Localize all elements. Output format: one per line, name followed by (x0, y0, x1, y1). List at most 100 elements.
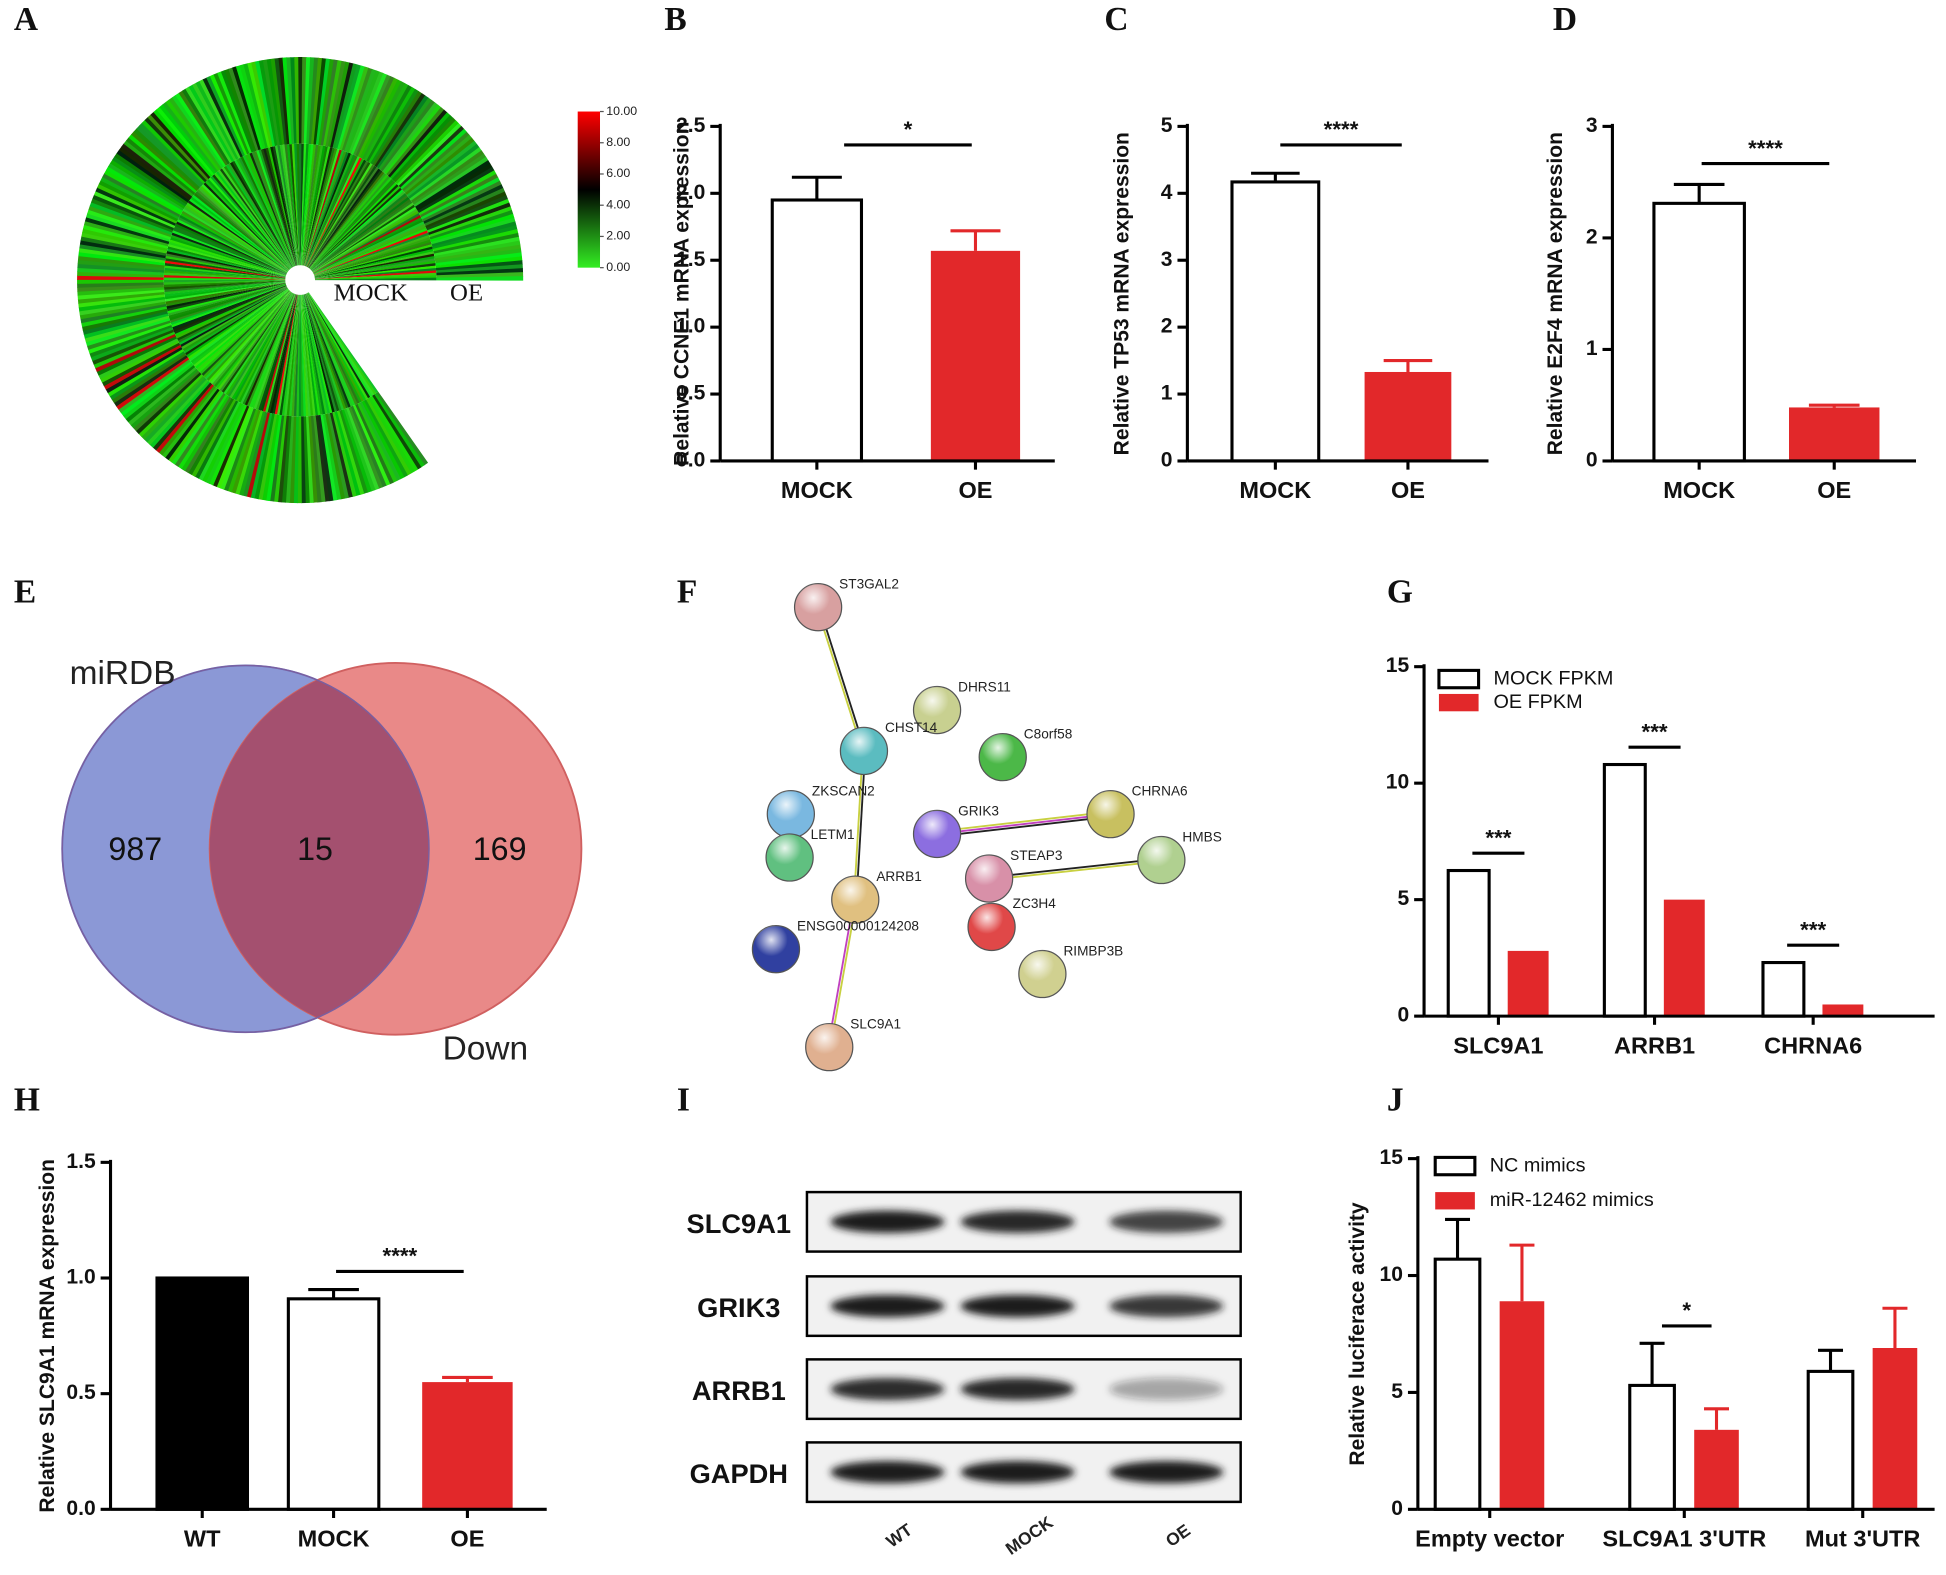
heatmap-cell (314, 251, 434, 278)
heatmap-cell (393, 117, 457, 183)
x-tick-label: WT (184, 1526, 221, 1552)
heatmap-cell (334, 411, 361, 496)
heatmap-cell (106, 166, 183, 213)
y-tick-label: 2.0 (676, 181, 705, 204)
panel-letter: F (677, 573, 697, 610)
heatmap-cell (172, 285, 287, 330)
heatmap-cell (87, 209, 171, 240)
heatmap-cell (85, 317, 170, 347)
significance-label: * (1682, 1298, 1691, 1323)
heatmap-cell (338, 409, 369, 494)
heatmap-cell (306, 293, 364, 402)
heatmap-cell (234, 410, 263, 495)
heatmap-cell (102, 173, 181, 218)
heatmap-cell (169, 284, 287, 323)
heatmap-cell (417, 166, 495, 214)
heatmap-cell (176, 286, 287, 341)
heatmap-cell (294, 143, 300, 266)
panel-letter: B (664, 1, 686, 38)
heatmap-cell (313, 230, 429, 275)
heatmap-cell (372, 90, 423, 167)
heatmap-cell (150, 111, 211, 180)
heatmap-cell (203, 182, 290, 270)
x-tick-label: OE (958, 477, 992, 503)
heatmap-cell (184, 288, 288, 356)
heatmap-cell (233, 293, 294, 401)
network-edge (937, 815, 1111, 838)
heatmap-cell (410, 150, 485, 204)
heatmap-cell (302, 294, 323, 415)
heatmap-cell (224, 68, 257, 152)
heatmap-cell (95, 333, 176, 373)
heatmap-cell (201, 183, 290, 270)
heatmap-cell (310, 179, 394, 270)
heatmap-cell (198, 401, 241, 481)
heatmap-cell (104, 169, 182, 215)
heatmap-cell (317, 414, 334, 502)
heatmap-cell (149, 380, 211, 448)
y-tick-label: 0 (1161, 449, 1173, 472)
heatmap-cell (314, 272, 437, 280)
heatmap-cell (249, 152, 295, 267)
heatmap-cell (235, 65, 264, 150)
heatmap-cell (186, 288, 288, 358)
heatmap-cell (308, 169, 383, 269)
heatmap-cell (306, 293, 360, 404)
heatmap-cell (251, 61, 273, 148)
heatmap-cell (146, 379, 209, 446)
heatmap-cell (320, 414, 338, 501)
heatmap-cell (435, 248, 522, 264)
panel-letter: D (1553, 1, 1577, 38)
y-tick-label: 2 (1586, 225, 1598, 248)
heatmap-cell (81, 306, 167, 328)
heatmap-cell (182, 208, 288, 273)
heatmap-cell (337, 65, 366, 150)
heatmap-cell (89, 201, 173, 235)
blot-band (1109, 1294, 1224, 1318)
heatmap-cell (158, 385, 216, 456)
blot-band (830, 1294, 945, 1318)
heatmap-cell (178, 216, 287, 274)
heatmap-cell (126, 137, 196, 195)
heatmap-cell (234, 159, 294, 268)
heatmap-cell (314, 270, 437, 280)
y-tick-label: 0.5 (676, 382, 706, 405)
network-node-shine (1087, 790, 1135, 838)
heatmap-cell (376, 95, 429, 169)
heatmap-cell (206, 75, 246, 157)
heatmap-cell (133, 370, 200, 432)
heatmap-cell (261, 414, 280, 501)
network-edge (936, 810, 1111, 833)
network-node-label: CHRNA6 (1132, 783, 1188, 798)
heatmap-cell (348, 406, 383, 489)
heatmap-cell (92, 329, 175, 365)
heatmap-cell (312, 210, 419, 273)
colorbar-tick-label: 0.00 (606, 260, 630, 274)
bar (1433, 1257, 1482, 1511)
heatmap-cell (312, 202, 414, 272)
heatmap-cell (191, 399, 237, 477)
heatmap-cell (81, 232, 167, 254)
heatmap-cell (305, 153, 354, 267)
heatmap-cell (80, 303, 167, 324)
network-edge (988, 857, 1162, 879)
heatmap-cell (304, 294, 347, 410)
x-tick-label: SLC9A1 (1453, 1032, 1543, 1058)
heatmap-cell (162, 101, 219, 173)
heatmap-cell (171, 391, 224, 465)
blot-band (830, 1377, 945, 1401)
network-node-label: DHRS11 (958, 679, 1011, 694)
heatmap-cell (225, 292, 293, 396)
heatmap-cell (425, 191, 507, 229)
heatmap-category-label: MOCK (334, 280, 408, 307)
heatmap-cell (205, 403, 245, 484)
heatmap-cell (78, 247, 166, 264)
bar (1628, 1383, 1676, 1511)
heatmap-cell (83, 224, 169, 249)
blot-protein-label: GAPDH (690, 1458, 788, 1489)
heatmap-cell (334, 64, 362, 149)
heatmap-cell (305, 154, 356, 267)
heatmap-cell (242, 293, 295, 405)
heatmap-cell (136, 125, 202, 188)
colorbar-tick-label: 6.00 (606, 166, 630, 180)
